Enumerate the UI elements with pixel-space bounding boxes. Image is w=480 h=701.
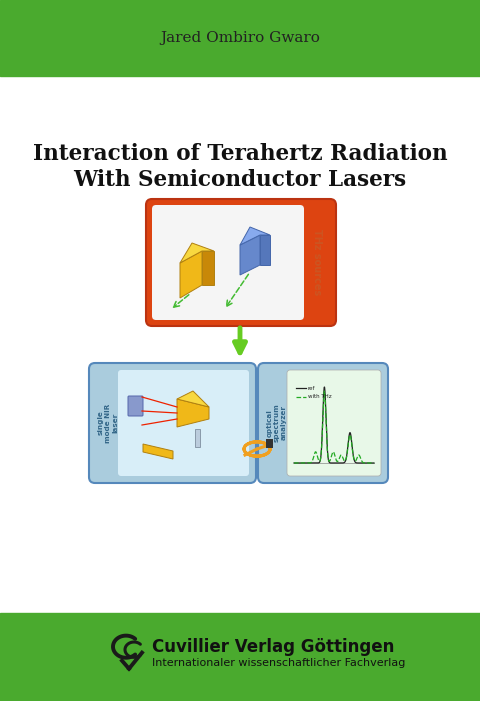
FancyBboxPatch shape: [118, 370, 249, 476]
Text: Interaction of Terahertz Radiation: Interaction of Terahertz Radiation: [33, 143, 447, 165]
Bar: [266, 439, 273, 448]
Text: ref: ref: [308, 386, 315, 390]
Text: Jared Ombiro Gwaro: Jared Ombiro Gwaro: [160, 31, 320, 45]
Text: THz sources: THz sources: [312, 229, 322, 296]
Text: Cuvillier Verlag Göttingen: Cuvillier Verlag Göttingen: [152, 638, 395, 655]
Text: single
mode NIR
laser: single mode NIR laser: [98, 403, 118, 442]
Polygon shape: [177, 391, 209, 407]
FancyBboxPatch shape: [146, 199, 336, 326]
Polygon shape: [180, 243, 214, 263]
Text: with THz: with THz: [308, 395, 332, 400]
FancyBboxPatch shape: [258, 363, 388, 483]
FancyBboxPatch shape: [152, 205, 304, 320]
Bar: [0, 613, 480, 701]
Polygon shape: [202, 251, 214, 285]
FancyBboxPatch shape: [287, 370, 381, 476]
Polygon shape: [240, 227, 270, 245]
FancyBboxPatch shape: [128, 396, 143, 416]
Polygon shape: [240, 235, 260, 275]
Polygon shape: [260, 235, 270, 265]
Polygon shape: [177, 399, 209, 427]
Text: optical
spectrum
analyzer: optical spectrum analyzer: [267, 404, 287, 442]
Polygon shape: [180, 251, 202, 298]
Bar: [0, 0, 480, 76]
Text: With Semiconductor Lasers: With Semiconductor Lasers: [73, 169, 407, 191]
Polygon shape: [143, 444, 173, 459]
Text: Internationaler wissenschaftlicher Fachverlag: Internationaler wissenschaftlicher Fachv…: [152, 658, 406, 667]
FancyBboxPatch shape: [89, 363, 256, 483]
Bar: [195, 429, 200, 447]
